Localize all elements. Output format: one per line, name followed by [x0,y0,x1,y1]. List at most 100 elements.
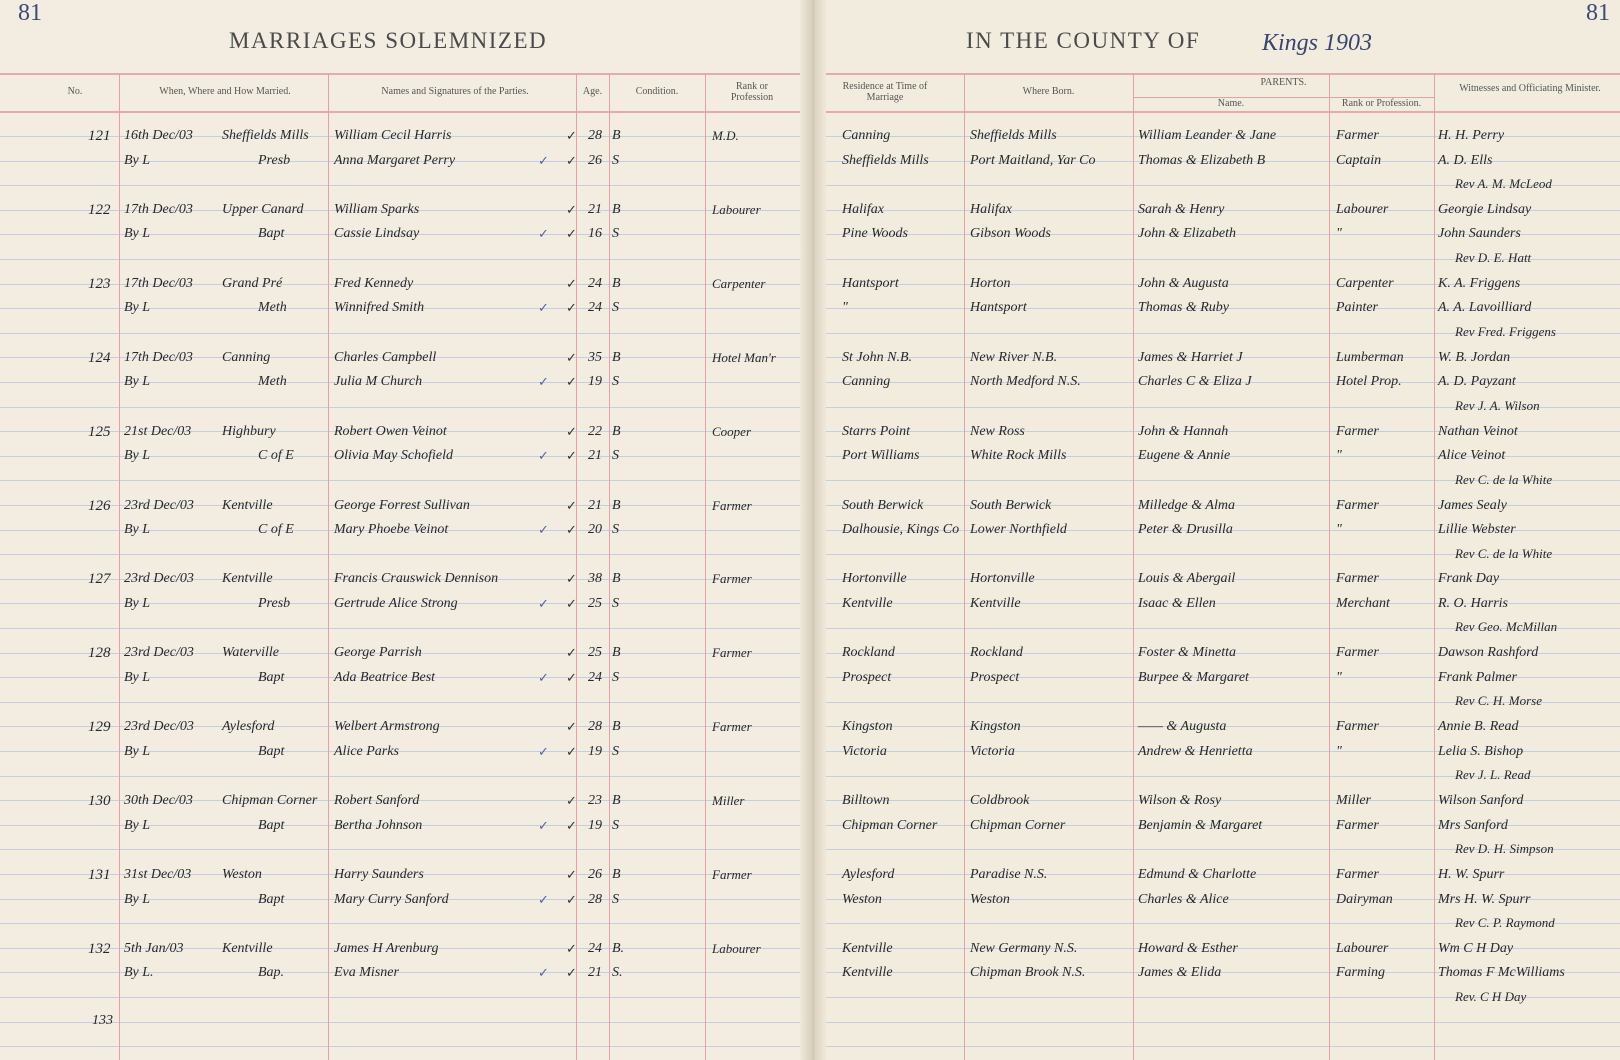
check-mark-icon: ✓ [566,743,577,759]
marriage-date: 17th Dec/03 [124,201,193,217]
witness: Lillie Webster [1438,522,1516,537]
residence: Halifax [842,201,884,217]
parents-rank: Merchant [1336,595,1390,611]
parents-rank: Painter [1336,300,1378,316]
witness: Wilson Sanford [1438,793,1524,809]
check-mark-icon: ✓ [538,669,549,685]
parents-names: Burpee & Margaret [1138,669,1249,685]
check-mark-icon: ✓ [538,965,549,981]
parents-rank: " [1336,522,1342,537]
birthplace: Kingston [970,719,1021,735]
bride-age: 21 [588,448,602,464]
residence: Port Williams [842,448,920,464]
column-rule [119,74,120,1060]
birthplace: Port Maitland, Yar Co [970,152,1096,168]
groom-age: 24 [588,940,602,956]
col-header-condition: Condition. [635,86,679,97]
col-header-age: Age. [582,86,603,97]
groom-age: 23 [588,793,602,809]
birthplace: Chipman Corner [970,817,1066,833]
parents-names: —— & Augusta [1138,719,1227,735]
groom-name: Harry Saunders [334,867,424,882]
parents-names: Eugene & Annie [1138,448,1231,464]
parents-rank: Labourer [1336,940,1389,956]
birthplace: New Ross [970,423,1025,439]
parents-rank: " [1336,743,1342,759]
bride-age: 19 [588,743,602,759]
birthplace: Lower Northfield [970,522,1067,537]
residence: Pine Woods [842,226,908,242]
witness: Dawson Rashford [1438,645,1539,661]
bride-condition: S [612,817,619,833]
bride-name: Winnifred Smith [334,300,425,316]
parents-rank: Captain [1336,152,1382,168]
col-header-parents-name: Name. [1217,98,1245,109]
book-spine [800,0,826,1060]
witness: Wm C H Day [1438,940,1514,956]
parents-rank: Miller [1336,793,1371,809]
bride-name: Cassie Lindsay [334,226,420,242]
groom-rank: Farmer [712,571,752,587]
bride-condition: S [612,226,619,242]
denomination: Presb [258,595,291,611]
denomination: C of E [258,522,294,537]
residence: Kingston [842,719,893,735]
bride-age: 25 [588,595,602,611]
groom-name: Welbert Armstrong [334,719,440,735]
residence: Kentville [842,595,893,611]
parents-names: John & Augusta [1138,275,1229,291]
officiating-minister: Rev J. L. Read [1455,767,1531,783]
bride-age: 26 [588,152,602,168]
check-mark-icon: ✓ [566,571,577,587]
groom-condition: B [612,497,621,513]
check-mark-icon: ✓ [538,448,549,464]
officiating-minister: Rev D. H. Simpson [1455,841,1554,857]
entry-number: 122 [88,201,111,218]
license-type: By L [124,300,151,316]
birthplace: Prospect [970,669,1020,685]
check-mark-icon: ✓ [566,645,577,661]
marriage-place: Kentville [222,940,273,956]
birthplace: Coldbrook [970,793,1030,809]
parents-rank: Farmer [1336,719,1379,735]
parents-names: Foster & Minetta [1138,645,1236,661]
groom-condition: B [612,201,621,217]
residence: Hantsport [842,275,899,291]
bride-age: 21 [588,965,602,981]
groom-name: Charles Campbell [334,349,437,365]
entry-number: 130 [88,793,111,810]
check-mark-icon: ✓ [566,595,577,611]
officiating-minister: Rev. C H Day [1455,988,1527,1004]
marriage-place: Aylesford [222,719,275,735]
bride-age: 20 [588,522,602,537]
bride-name: Ada Beatrice Best [334,669,436,685]
bride-age: 24 [588,669,602,685]
marriage-date: 17th Dec/03 [124,275,193,291]
bride-age: 19 [588,817,602,833]
bride-name: Mary Curry Sanford [334,891,449,907]
parents-names: Thomas & Ruby [1138,300,1229,316]
col-header-witnesses: Witnesses and Officiating Minister. [1459,83,1601,94]
county-handwritten: Kings 1903 [1262,30,1373,56]
check-mark-icon: ✓ [566,128,577,143]
groom-name: Francis Crauswick Dennison [334,571,499,587]
groom-name: William Cecil Harris [334,128,452,143]
groom-rank: Cooper [712,423,751,439]
residence: South Berwick [842,497,924,513]
col-header-parents-rank: Rank or Profession. [1341,98,1422,109]
license-type: By L [124,817,151,833]
birthplace: Weston [970,891,1010,907]
check-mark-icon: ✓ [566,201,577,217]
parents-names: Thomas & Elizabeth B [1138,152,1266,168]
col-header-rank: Rank or Profession [730,81,774,103]
groom-condition: B [612,645,621,661]
parents-rank: " [1336,226,1342,242]
check-mark-icon: ✓ [566,522,577,537]
col-header-names: Names and Signatures of the Parties. [381,86,529,97]
entry-number: 129 [88,719,111,736]
check-mark-icon: ✓ [538,891,549,907]
bride-condition: S [612,669,619,685]
parents-rank: Farmer [1336,817,1379,833]
residence: Sheffields Mills [842,152,929,168]
groom-rank: Hotel Man'r [712,349,776,365]
